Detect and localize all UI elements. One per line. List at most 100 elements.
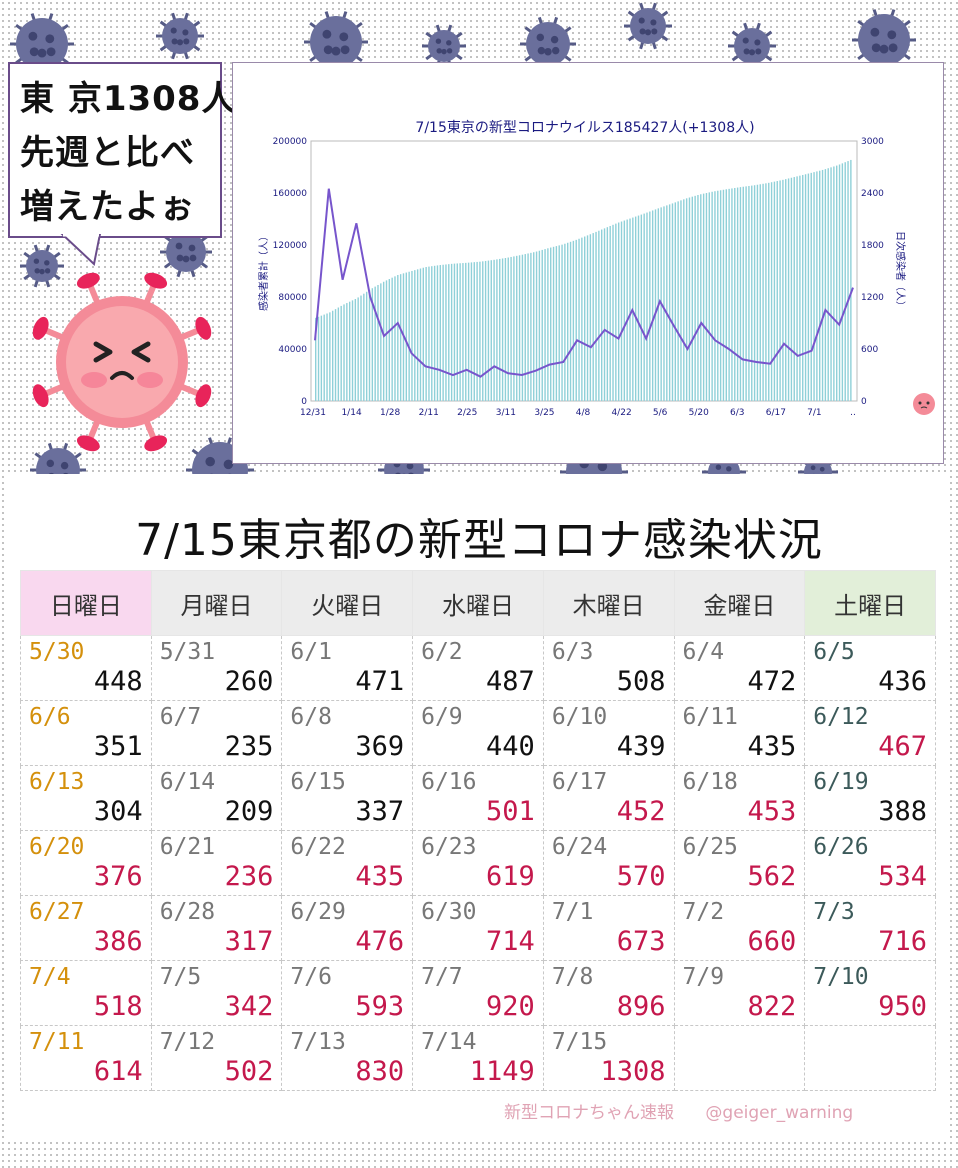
cell-date: 6/21: [159, 834, 216, 860]
cumulative-bar: [816, 171, 818, 401]
cumulative-bar: [736, 187, 739, 401]
cumulative-bar: [612, 224, 614, 401]
cumulative-bar: [326, 313, 328, 401]
cell-date: 6/29: [290, 899, 346, 925]
cell-date: 6/27: [29, 899, 85, 925]
cell-date: 6/13: [29, 769, 85, 795]
cumulative-bar: [847, 161, 849, 401]
x-tick-label: 6/17: [766, 408, 786, 418]
cumulative-bar: [592, 233, 594, 401]
cumulative-bar: [343, 304, 345, 401]
cell-date: 6/9: [421, 704, 463, 730]
cumulative-bar: [819, 170, 821, 401]
virus-icon: [304, 11, 368, 73]
cumulative-bar: [513, 256, 515, 401]
cumulative-bar: [388, 279, 391, 401]
cell-date: 7/13: [290, 1029, 346, 1055]
cumulative-bar: [450, 263, 453, 401]
cumulative-bar: [844, 162, 846, 401]
cumulative-bar: [569, 241, 572, 401]
cumulative-bar: [634, 216, 637, 401]
day-cell: 6/8 369: [281, 700, 414, 766]
virus-icon: [728, 22, 776, 70]
cumulative-bar: [504, 258, 507, 401]
cumulative-bar: [617, 222, 620, 401]
cumulative-bar: [405, 272, 408, 401]
cell-date: 6/26: [813, 834, 869, 860]
day-cell: 6/9 440: [412, 700, 544, 766]
cumulative-bar: [714, 191, 716, 401]
cumulative-bar: [371, 288, 374, 401]
weekday-header: 土曜日: [804, 570, 936, 636]
cell-cases: 317: [224, 926, 274, 957]
cell-date: 6/5: [813, 639, 855, 665]
cell-cases: 236: [224, 861, 274, 892]
cell-cases: 436: [878, 666, 927, 697]
cumulative-bar: [666, 205, 668, 401]
table-title: 7/15東京都の新型コロナ感染状況: [135, 515, 823, 566]
cumulative-bars: [315, 159, 852, 401]
x-tick-label: 3/25: [534, 408, 554, 418]
cumulative-bar: [728, 188, 730, 401]
cumulative-bar: [841, 163, 844, 401]
cumulative-bar: [779, 180, 781, 401]
cumulative-bar: [567, 242, 569, 401]
cumulative-bar: [385, 280, 388, 401]
x-tick-label: 2/11: [419, 408, 439, 418]
weekday-header: 月曜日: [150, 570, 283, 636]
cell-cases: 439: [616, 731, 666, 762]
footer-brand: 新型コロナちゃん速報: [504, 1103, 674, 1123]
cumulative-bar: [346, 303, 348, 401]
cumulative-bar: [445, 264, 447, 401]
mascot-virus-icon: [32, 272, 212, 452]
day-cell: 7/7 920: [412, 960, 544, 1026]
day-cell: 7/5 342: [150, 960, 283, 1026]
cumulative-bar: [544, 249, 546, 401]
cumulative-bar: [552, 246, 555, 401]
cell-date: 7/7: [421, 964, 463, 990]
cell-cases: 619: [486, 861, 535, 892]
cumulative-bar: [374, 286, 376, 401]
cell-date: 5/31: [159, 639, 216, 665]
cumulative-bar: [796, 176, 798, 401]
cumulative-bar: [550, 247, 552, 401]
day-cell: 7/14 1149: [412, 1025, 544, 1091]
cumulative-bar: [439, 265, 441, 401]
cell-date: 5/30: [29, 639, 85, 665]
x-tick-label: 7/1: [807, 408, 821, 418]
cell-cases: 822: [747, 991, 797, 1022]
cell-cases: 260: [224, 666, 274, 697]
cumulative-bar: [363, 293, 365, 401]
speech-bubble: 東 京1308人 先週と比べ 増えたよぉ: [8, 62, 235, 238]
cell-date: 6/30: [421, 899, 477, 925]
day-cell: 7/3 716: [804, 895, 936, 961]
x-tick-label: 12/31: [300, 408, 326, 418]
day-cell: 7/10 950: [804, 960, 936, 1026]
cell-date: 7/3: [813, 899, 855, 925]
cumulative-bar: [467, 262, 470, 401]
cell-cases: 562: [747, 861, 797, 892]
cell-cases: 1308: [600, 1056, 666, 1087]
cumulative-bar: [510, 256, 512, 401]
weekday-header: 火曜日: [281, 570, 414, 636]
x-tick-label: 5/20: [689, 408, 709, 418]
cumulative-bar: [575, 239, 577, 401]
cumulative-bar: [578, 238, 580, 401]
cell-cases: 440: [486, 731, 535, 762]
cell-cases: 452: [616, 796, 666, 827]
day-cell: 6/18 453: [673, 765, 806, 831]
x-tick-label: 6/3: [730, 408, 744, 418]
day-cell: 6/16 501: [412, 765, 544, 831]
bubble-line-3: 増えたよぉ: [20, 187, 195, 227]
day-cell: 6/4 472: [673, 635, 806, 701]
cell-cases: 830: [355, 1056, 405, 1087]
cell-cases: 337: [355, 796, 405, 827]
day-cell: 6/6 351: [20, 700, 152, 766]
cumulative-bar: [603, 228, 606, 401]
cumulative-bar: [382, 281, 385, 401]
cumulative-bar: [380, 283, 382, 401]
cell-cases: 471: [355, 666, 405, 697]
cell-cases: 1149: [469, 1056, 535, 1087]
table-row: 6/6 351 6/7 235 6/8 369 6/9 440 6/10 439 6/11 435 6/…: [20, 700, 936, 766]
cell-date: 7/8: [551, 964, 594, 990]
